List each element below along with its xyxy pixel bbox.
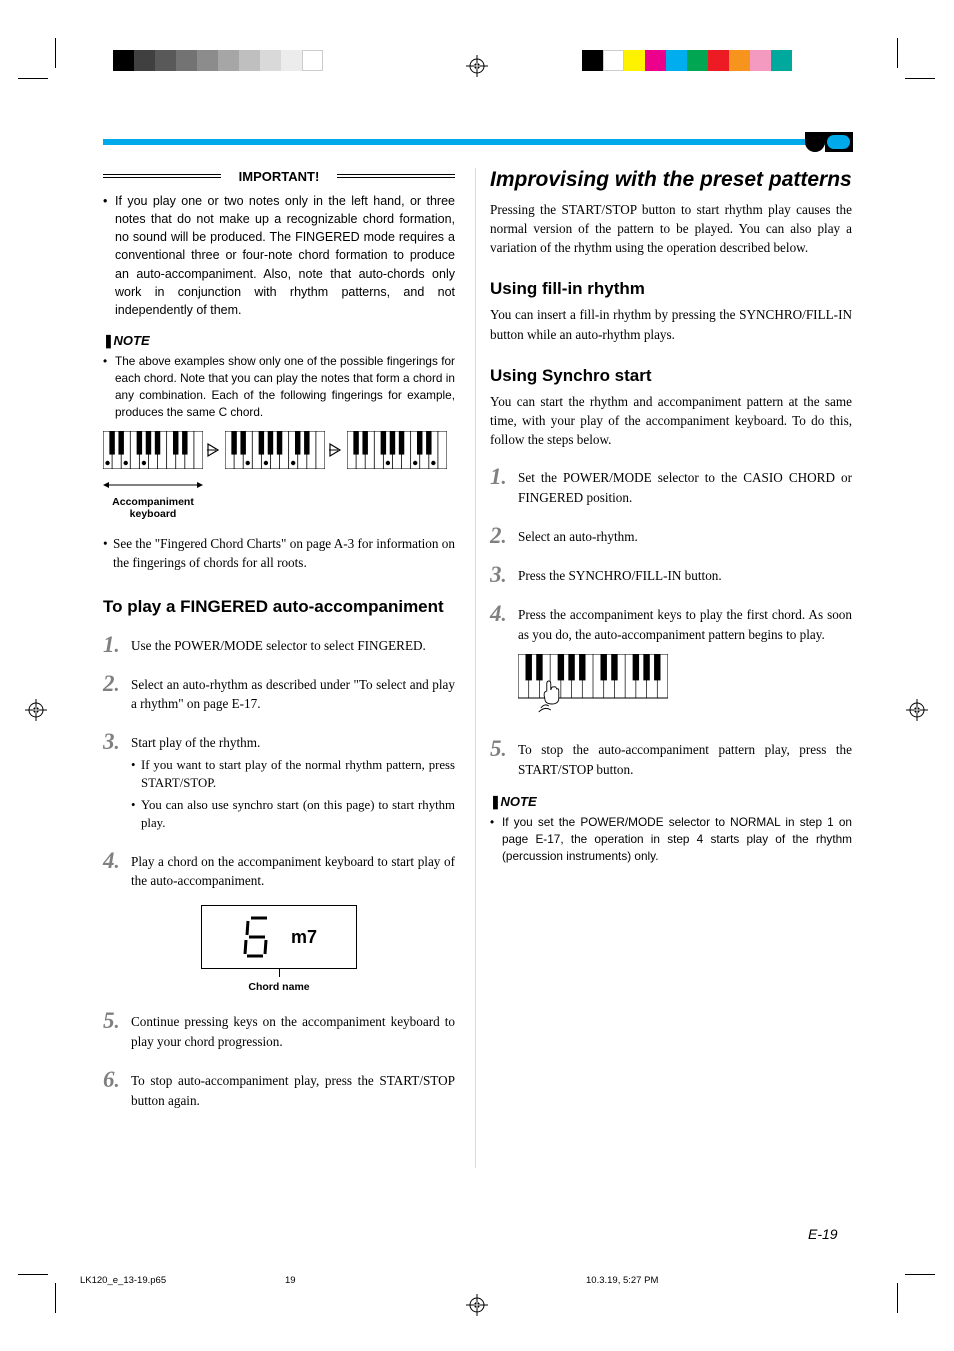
reference-text: See the "Fingered Chord Charts" on page … [103,534,455,572]
crop-mark [897,1283,898,1313]
important-text: If you play one or two notes only in the… [103,192,455,319]
paragraph: You can start the rhythm and accompanime… [490,392,852,449]
crop-mark [55,38,56,68]
note-text: If you set the POWER/MODE selector to NO… [490,814,852,865]
step-number: 4. [490,602,518,645]
registration-mark [466,55,488,77]
step-text: Play a chord on the accompaniment keyboa… [131,849,455,892]
keyboard-range-arrow [103,476,455,494]
right-column: Improvising with the preset patterns Pre… [490,168,852,865]
step-number: 5. [103,1009,131,1052]
keyboard-diagram [225,431,325,474]
registration-mark [25,699,47,721]
step-text: Use the POWER/MODE selector to select FI… [131,633,455,656]
arrow-icon [207,442,221,463]
keyboard-diagram [347,431,447,474]
footer-filename: LK120_e_13-19.p65 [80,1275,166,1286]
step-number: 2. [103,672,131,715]
lcd-text: m7 [291,927,317,948]
important-heading: IMPORTANT! [233,169,326,184]
step-number: 3. [103,730,131,832]
step-text: Select an auto-rhythm as described under… [131,672,455,715]
sub-bullet: You can also use synchro start (on this … [131,797,455,833]
step-item: 2. Select an auto-rhythm. [490,524,852,547]
crop-mark [18,1274,48,1275]
lcd-tick [279,969,280,977]
crop-mark [905,78,935,79]
paragraph: You can insert a fill-in rhythm by press… [490,305,852,343]
step-text: To stop the auto-accompaniment pattern p… [518,737,852,780]
keyboard-caption: Accompanimentkeyboard [103,496,203,520]
column-divider [475,168,476,1168]
keyboard-diagram-small [518,654,852,721]
intro-text: Pressing the START/STOP button to start … [490,200,852,257]
step-item: 3. Start play of the rhythm. If you want… [103,730,455,832]
step-item: 4. Press the accompaniment keys to play … [490,602,852,645]
header-rule [103,139,851,145]
color-bar [582,50,792,71]
step-text: Start play of the rhythm. If you want to… [131,730,455,832]
section-title: Improvising with the preset patterns [490,168,852,192]
step-item: 6. To stop auto-accompaniment play, pres… [103,1068,455,1111]
step-text: To stop auto-accompaniment play, press t… [131,1068,455,1111]
step-item: 4. Play a chord on the accompaniment key… [103,849,455,892]
step-number: 1. [103,633,131,656]
step-item: 5. To stop the auto-accompaniment patter… [490,737,852,780]
step-number: 6. [103,1068,131,1111]
section-heading: To play a FINGERED auto-accompaniment [103,597,455,617]
step-number: 4. [103,849,131,892]
step-number: 5. [490,737,518,780]
step-item: 3. Press the SYNCHRO/FILL-IN button. [490,563,852,586]
left-column: IMPORTANT! If you play one or two notes … [103,168,455,1110]
registration-mark [906,699,928,721]
note-heading: NOTE [103,333,455,349]
step-number: 3. [490,563,518,586]
step-text: Set the POWER/MODE selector to the CASIO… [518,465,852,508]
keyboard-diagram [103,431,203,474]
subsection-heading: Using fill-in rhythm [490,279,852,299]
arrow-icon [329,442,343,463]
step-number: 2. [490,524,518,547]
keyboard-diagram-row [103,431,455,474]
crop-mark [897,38,898,68]
footer-date: 10.3.19, 5:27 PM [586,1275,658,1286]
step-item: 1. Use the POWER/MODE selector to select… [103,633,455,656]
crop-mark [18,78,48,79]
subsection-heading: Using Synchro start [490,366,852,386]
header-pill-icon [805,132,853,152]
step-text: Continue pressing keys on the accompanim… [131,1009,455,1052]
grayscale-bar [113,50,323,71]
step-text: Select an auto-rhythm. [518,524,852,547]
step-text: Press the SYNCHRO/FILL-IN button. [518,563,852,586]
registration-mark [466,1294,488,1316]
lcd-display: m7 [201,905,357,969]
crop-mark [905,1274,935,1275]
page-number: E-19 [808,1226,838,1242]
note-text: The above examples show only one of the … [103,353,455,421]
crop-mark [55,1283,56,1313]
step-text: Press the accompaniment keys to play the… [518,602,852,645]
step-item: 5. Continue pressing keys on the accompa… [103,1009,455,1052]
lcd-caption: Chord name [103,981,455,993]
step-number: 1. [490,465,518,508]
note-heading: NOTE [490,794,852,810]
seven-segment-icon [241,913,277,961]
step-item: 2. Select an auto-rhythm as described un… [103,672,455,715]
important-box: IMPORTANT! [103,168,455,186]
step-item: 1. Set the POWER/MODE selector to the CA… [490,465,852,508]
footer-page: 19 [285,1275,296,1286]
sub-bullet: If you want to start play of the normal … [131,757,455,793]
